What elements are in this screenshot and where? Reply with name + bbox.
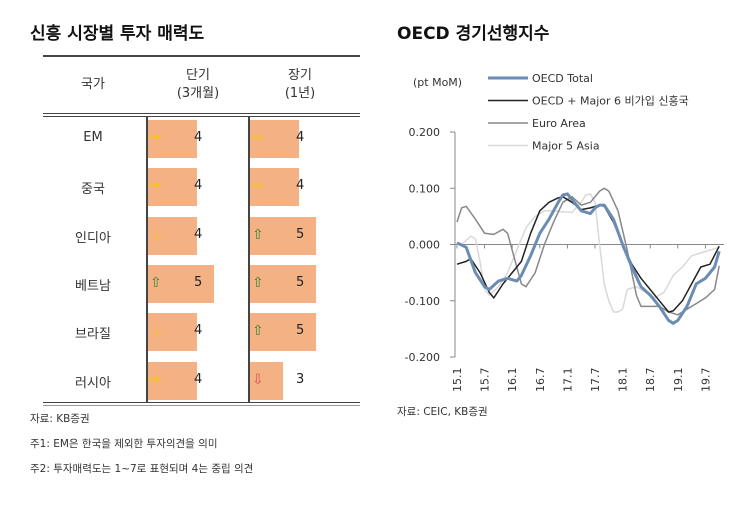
short-score-value: 4	[194, 226, 203, 242]
long-score-bar	[250, 361, 283, 400]
arrow-right-icon: ⇨	[150, 371, 162, 388]
y-tick-label: -0.100	[405, 295, 440, 308]
short-score-value: 4	[194, 130, 203, 145]
chart-title: OECD 경기선행지수	[397, 24, 550, 44]
legend-label: Euro Area	[532, 117, 586, 130]
x-tick-label: 15.1	[451, 368, 464, 393]
short-score-bar	[148, 361, 198, 400]
footnote-2: 주2: 투자매력도는 1~7로 표현되며 4는 중립 의견	[30, 463, 254, 475]
legend-label: Major 5 Asia	[532, 140, 600, 153]
header-short: 단기 (3개월)	[148, 67, 248, 103]
country-name: 브라질	[75, 327, 111, 343]
short-score-bar	[148, 120, 198, 158]
column-divider-short	[146, 117, 148, 403]
long-score-value: 5	[296, 226, 305, 242]
y-tick-label: 0.000	[409, 239, 441, 252]
long-score-value: 5	[296, 274, 305, 290]
header-short-line2: (3개월)	[176, 86, 220, 101]
short-score-value: 5	[194, 274, 203, 290]
x-tick-label: 15.7	[479, 368, 492, 393]
arrow-down-icon: ⇩	[252, 371, 264, 388]
chart-source: 자료: CEIC, KB증권	[397, 406, 488, 418]
arrow-right-icon: ⇨	[252, 178, 264, 195]
long-score-value: 5	[296, 323, 305, 339]
header-long-line1: 장기	[288, 68, 312, 83]
country-name: 베트남	[75, 278, 111, 294]
short-score-bar	[148, 313, 198, 352]
x-tick-label: 16.1	[506, 368, 519, 393]
country-name: EM	[83, 130, 103, 145]
arrow-up-icon: ⇧	[252, 226, 264, 243]
bottom-rule-2	[43, 405, 360, 406]
x-tick-label: 17.7	[589, 368, 602, 393]
arrow-up-icon: ⇧	[150, 274, 162, 291]
short-score-value: 4	[194, 371, 203, 387]
arrow-right-icon: ⇨	[150, 226, 162, 243]
header-rule-2	[43, 116, 360, 117]
short-score-value: 4	[194, 178, 203, 194]
series-line-oecd-total	[456, 192, 721, 325]
header-country: 국가	[81, 77, 105, 92]
table-title: 신흥 시장별 투자 매력도	[30, 24, 205, 44]
footnote-1: 주1: EM은 한국을 제외한 투자의견을 의미	[30, 438, 218, 450]
top-rule	[43, 55, 360, 57]
short-score-value: 4	[194, 323, 203, 339]
short-score-bar	[148, 264, 214, 303]
x-tick-label: 16.7	[534, 368, 547, 393]
long-score-bar	[250, 264, 316, 303]
series-line-major-5-asia	[457, 193, 720, 313]
header-long-line2: (1년)	[284, 86, 316, 101]
series-line-oecd-major-6-	[456, 195, 720, 313]
country-name: 러시아	[75, 375, 111, 391]
short-score-bar	[148, 216, 198, 255]
long-score-bar	[250, 168, 300, 207]
y-tick-label: 0.100	[409, 182, 441, 195]
short-score-bar	[148, 168, 198, 207]
long-score-value: 4	[296, 178, 305, 194]
legend-label: OECD + Major 6 비가입 신흥국	[532, 94, 689, 108]
source-note: 자료: KB증권	[30, 413, 90, 425]
arrow-right-icon: ⇨	[150, 323, 162, 340]
y-axis-unit: (pt MoM)	[413, 76, 462, 89]
x-tick-label: 18.1	[617, 368, 630, 393]
arrow-right-icon: ⇨	[150, 178, 162, 195]
series-line-euro-area	[456, 187, 720, 316]
long-score-bar	[250, 120, 300, 158]
arrow-right-icon: ⇨	[150, 130, 162, 146]
x-tick-label: 19.1	[672, 368, 685, 393]
column-divider-long	[248, 117, 250, 403]
country-name: 인디아	[75, 230, 111, 246]
long-score-bar	[250, 313, 316, 352]
arrow-up-icon: ⇧	[252, 274, 264, 291]
arrow-right-icon: ⇨	[252, 130, 264, 146]
header-long: 장기 (1년)	[250, 67, 350, 103]
legend-label: OECD Total	[532, 72, 593, 85]
bottom-rule-1	[43, 402, 360, 403]
header-short-line1: 단기	[186, 68, 210, 83]
long-score-bar	[250, 216, 316, 255]
country-name: 중국	[81, 182, 105, 198]
long-score-value: 3	[296, 371, 305, 387]
arrow-up-icon: ⇧	[252, 323, 264, 340]
x-tick-label: 19.7	[699, 368, 712, 393]
y-tick-label: -0.200	[405, 351, 440, 364]
y-tick-label: 0.200	[409, 126, 441, 139]
x-tick-label: 18.7	[644, 368, 657, 393]
header-rule-1	[43, 113, 360, 114]
x-tick-label: 17.1	[561, 368, 574, 393]
long-score-value: 4	[296, 130, 305, 145]
